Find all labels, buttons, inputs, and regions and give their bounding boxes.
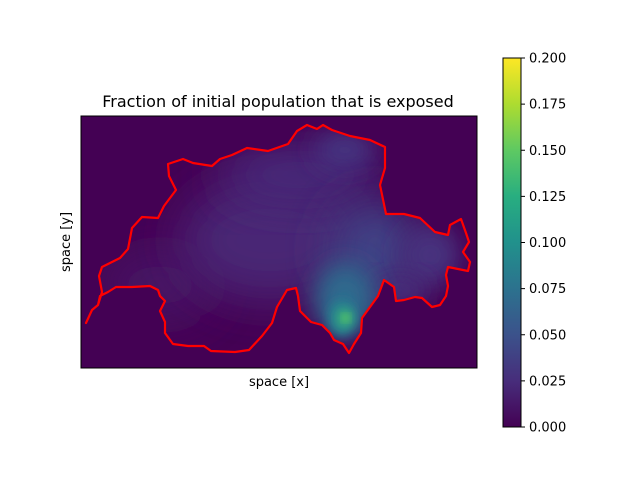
field-blob-east: [400, 225, 460, 285]
chart-title: Fraction of initial population that is e…: [102, 92, 454, 111]
colorbar-tick-label: 0.025: [529, 374, 566, 389]
colorbar: 0.000 0.025 0.050 0.075 0.100 0.125 0.150 0.175…: [502, 52, 566, 436]
colorbar-ticks: 0.000 0.025 0.050 0.075 0.100 0.125 0.150 0.175…: [521, 52, 566, 436]
axes-frame: [80, 115, 478, 369]
field-blob-northeast: [315, 132, 375, 168]
colorbar-tick-label: 0.050: [529, 328, 566, 343]
colorbar-tick-label: 0.000: [529, 421, 566, 436]
colorbar-tick-label: 0.200: [529, 52, 566, 67]
colorbar-tick-label: 0.175: [529, 98, 566, 113]
colorbar-gradient: [503, 58, 521, 427]
y-axis-label: space [y]: [59, 212, 74, 272]
heatmap-axes: [80, 115, 478, 369]
colorbar-tick-label: 0.150: [529, 144, 566, 159]
colorbar-tick-label: 0.100: [529, 236, 566, 251]
colorbar-tick-label: 0.125: [529, 190, 566, 205]
field-peak-top: [343, 315, 349, 321]
switzerland-border: [84, 123, 472, 355]
colorbar-tick-label: 0.075: [529, 282, 566, 297]
x-axis-label: space [x]: [249, 375, 309, 390]
field-blob-central: [180, 180, 360, 300]
